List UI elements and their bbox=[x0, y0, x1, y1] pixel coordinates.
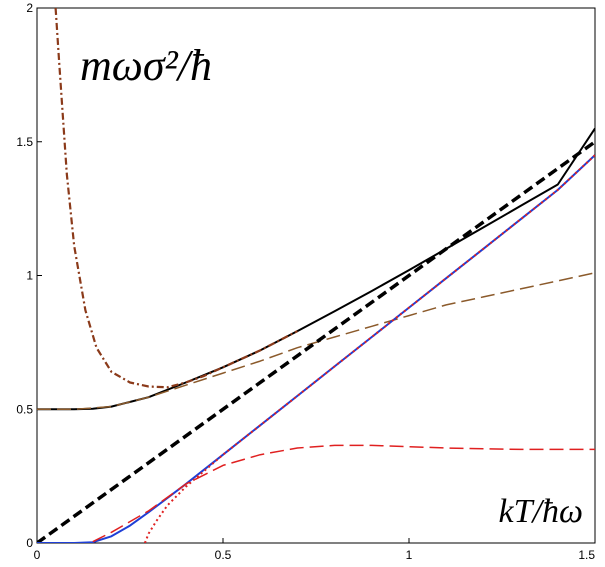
series-line-6 bbox=[143, 154, 595, 543]
y-tick-label: 0.5 bbox=[16, 402, 33, 416]
series-line-2 bbox=[54, 8, 298, 389]
series-line-5 bbox=[37, 154, 595, 543]
series-line-4 bbox=[37, 140, 595, 543]
series-line-1 bbox=[37, 127, 595, 411]
x-tick-label: 0.5 bbox=[215, 548, 232, 562]
y-quantity-annotation: mωσ²/ħ bbox=[80, 41, 212, 90]
y-tick-label: 1 bbox=[26, 269, 33, 283]
y-tick-label: 0 bbox=[26, 536, 33, 550]
series-line-3 bbox=[37, 272, 595, 411]
y-tick-label: 2 bbox=[26, 1, 33, 15]
x-tick-label: 1 bbox=[406, 548, 413, 562]
x-quantity-annotation: kT/ħω bbox=[499, 493, 583, 530]
y-tick-label: 1.5 bbox=[16, 135, 33, 149]
series-line-7 bbox=[92, 444, 595, 543]
x-tick-label: 1.5 bbox=[578, 548, 595, 562]
x-tick-label: 0 bbox=[34, 548, 41, 562]
